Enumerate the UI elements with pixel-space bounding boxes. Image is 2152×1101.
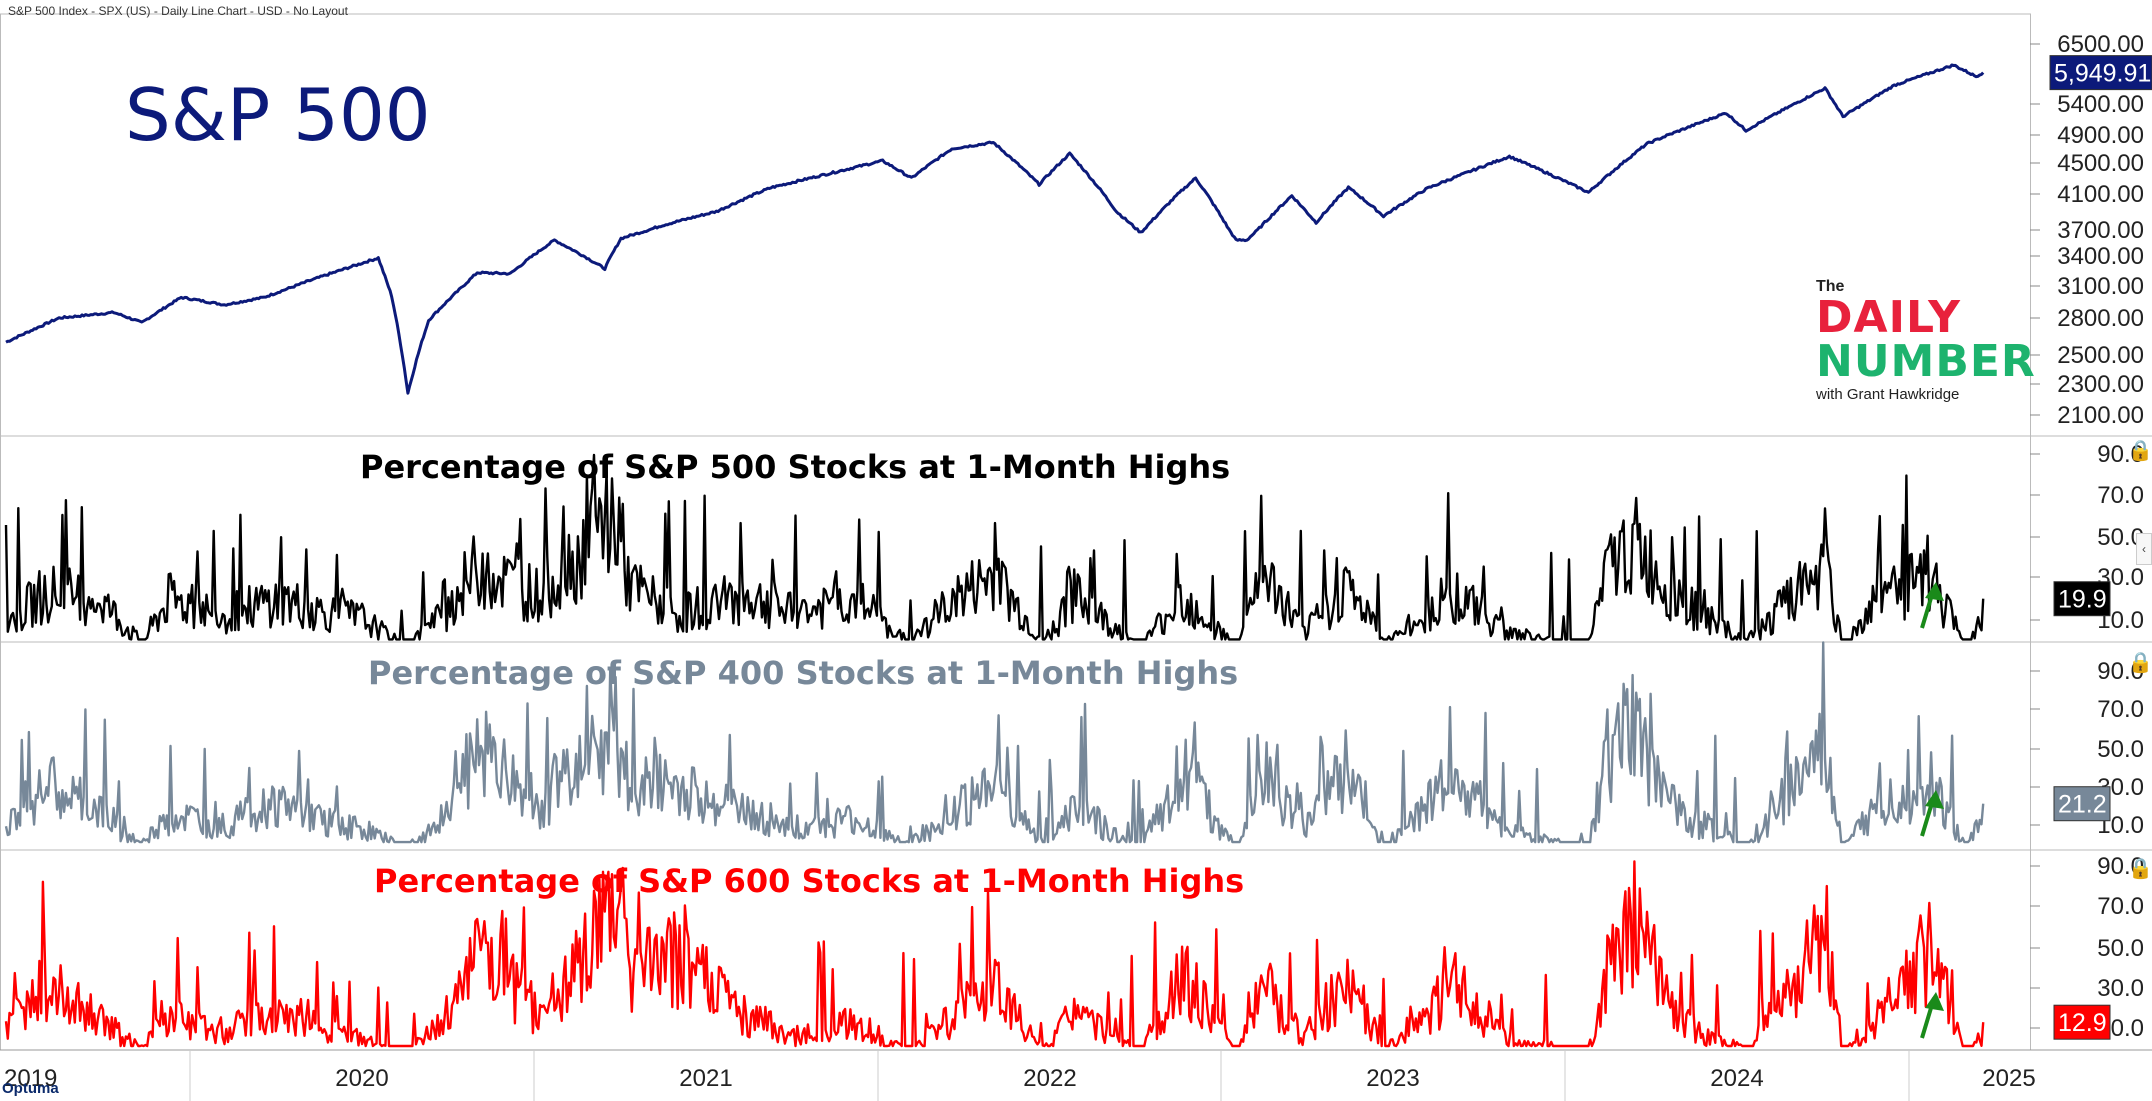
series-line — [4, 641, 1985, 844]
last-value-badge — [2053, 581, 2111, 617]
daily-number-logo: The DAILY NUMBER with Grant Hawkridge — [1816, 278, 2046, 403]
series-line — [4, 860, 1985, 1048]
last-value-badge — [2053, 786, 2111, 822]
logo-number: NUMBER — [1816, 336, 2036, 387]
up-arrow-icon — [1925, 582, 1944, 601]
x-tick-label: 2023 — [1366, 1065, 1419, 1092]
x-tick-label: 2025 — [1982, 1065, 2035, 1092]
y-tick-label: 4100.00 — [2057, 181, 2144, 208]
x-tick-label: 2022 — [1023, 1065, 1076, 1092]
y-tick-label: 70.0 — [2097, 893, 2144, 920]
y-tick-label: 2300.00 — [2057, 371, 2144, 398]
y-tick-label: 70.0 — [2097, 696, 2144, 723]
y-tick-label: 2100.00 — [2057, 402, 2144, 429]
y-tick-label: 3100.00 — [2057, 273, 2144, 300]
last-value-badge — [2049, 55, 2152, 91]
y-tick-label: 6500.00 — [2057, 31, 2144, 58]
lock-icon[interactable]: 🔒 — [2128, 858, 2152, 880]
chart-title: Percentage of S&P 600 Stocks at 1-Month … — [374, 862, 1244, 900]
lock-icon[interactable]: 🔒 — [2128, 652, 2152, 674]
up-arrow-icon — [1925, 790, 1944, 809]
last-value-label: 19.9 — [2058, 586, 2107, 614]
optuma-brand: Optuma — [2, 1080, 59, 1097]
up-arrow-icon — [1925, 992, 1944, 1011]
lock-icon[interactable]: 🔒 — [2128, 440, 2152, 462]
y-tick-label: 90.0 — [2097, 441, 2144, 468]
chart-title: S&P 500 — [125, 73, 431, 157]
y-tick-label: 90.0 — [2097, 853, 2144, 880]
x-tick-label: 2021 — [679, 1065, 732, 1092]
y-tick-label: 4900.00 — [2057, 122, 2144, 149]
chart-header: S&P 500 Index - SPX (US) - Daily Line Ch… — [8, 4, 348, 18]
y-tick-label: 3700.00 — [2057, 217, 2144, 244]
x-tick-label: 2019 — [4, 1065, 57, 1092]
last-value-badge — [2053, 1004, 2111, 1040]
y-tick-label: 50.0 — [2097, 935, 2144, 962]
logo-daily: DAILY — [1816, 292, 1961, 343]
logo-byline: with Grant Hawkridge — [1816, 386, 1960, 403]
y-tick-label: 90.0 — [2097, 658, 2144, 685]
y-tick-label: 2800.00 — [2057, 305, 2144, 332]
logo-the: The — [1816, 278, 1845, 295]
y-tick-label: 5400.00 — [2057, 91, 2144, 118]
collapse-panel-tab[interactable]: ‹ — [2136, 533, 2152, 565]
series-line — [4, 453, 1985, 641]
last-value-label: 12.9 — [2058, 1009, 2107, 1037]
y-tick-label: 4500.00 — [2057, 150, 2144, 177]
chart-title: Percentage of S&P 400 Stocks at 1-Month … — [368, 654, 1238, 692]
y-tick-label: 2500.00 — [2057, 342, 2144, 369]
last-value-label: 5,949.91 — [2054, 60, 2151, 88]
y-tick-label: 70.0 — [2097, 482, 2144, 509]
last-value-label: 21.2 — [2058, 791, 2107, 819]
y-tick-label: 30.0 — [2097, 975, 2144, 1002]
x-tick-label: 2020 — [335, 1065, 388, 1092]
series-line — [5, 63, 1985, 395]
chart-title: Percentage of S&P 500 Stocks at 1-Month … — [360, 448, 1230, 486]
y-tick-label: 3400.00 — [2057, 243, 2144, 270]
x-tick-label: 2024 — [1710, 1065, 1763, 1092]
y-tick-label: 50.0 — [2097, 736, 2144, 763]
